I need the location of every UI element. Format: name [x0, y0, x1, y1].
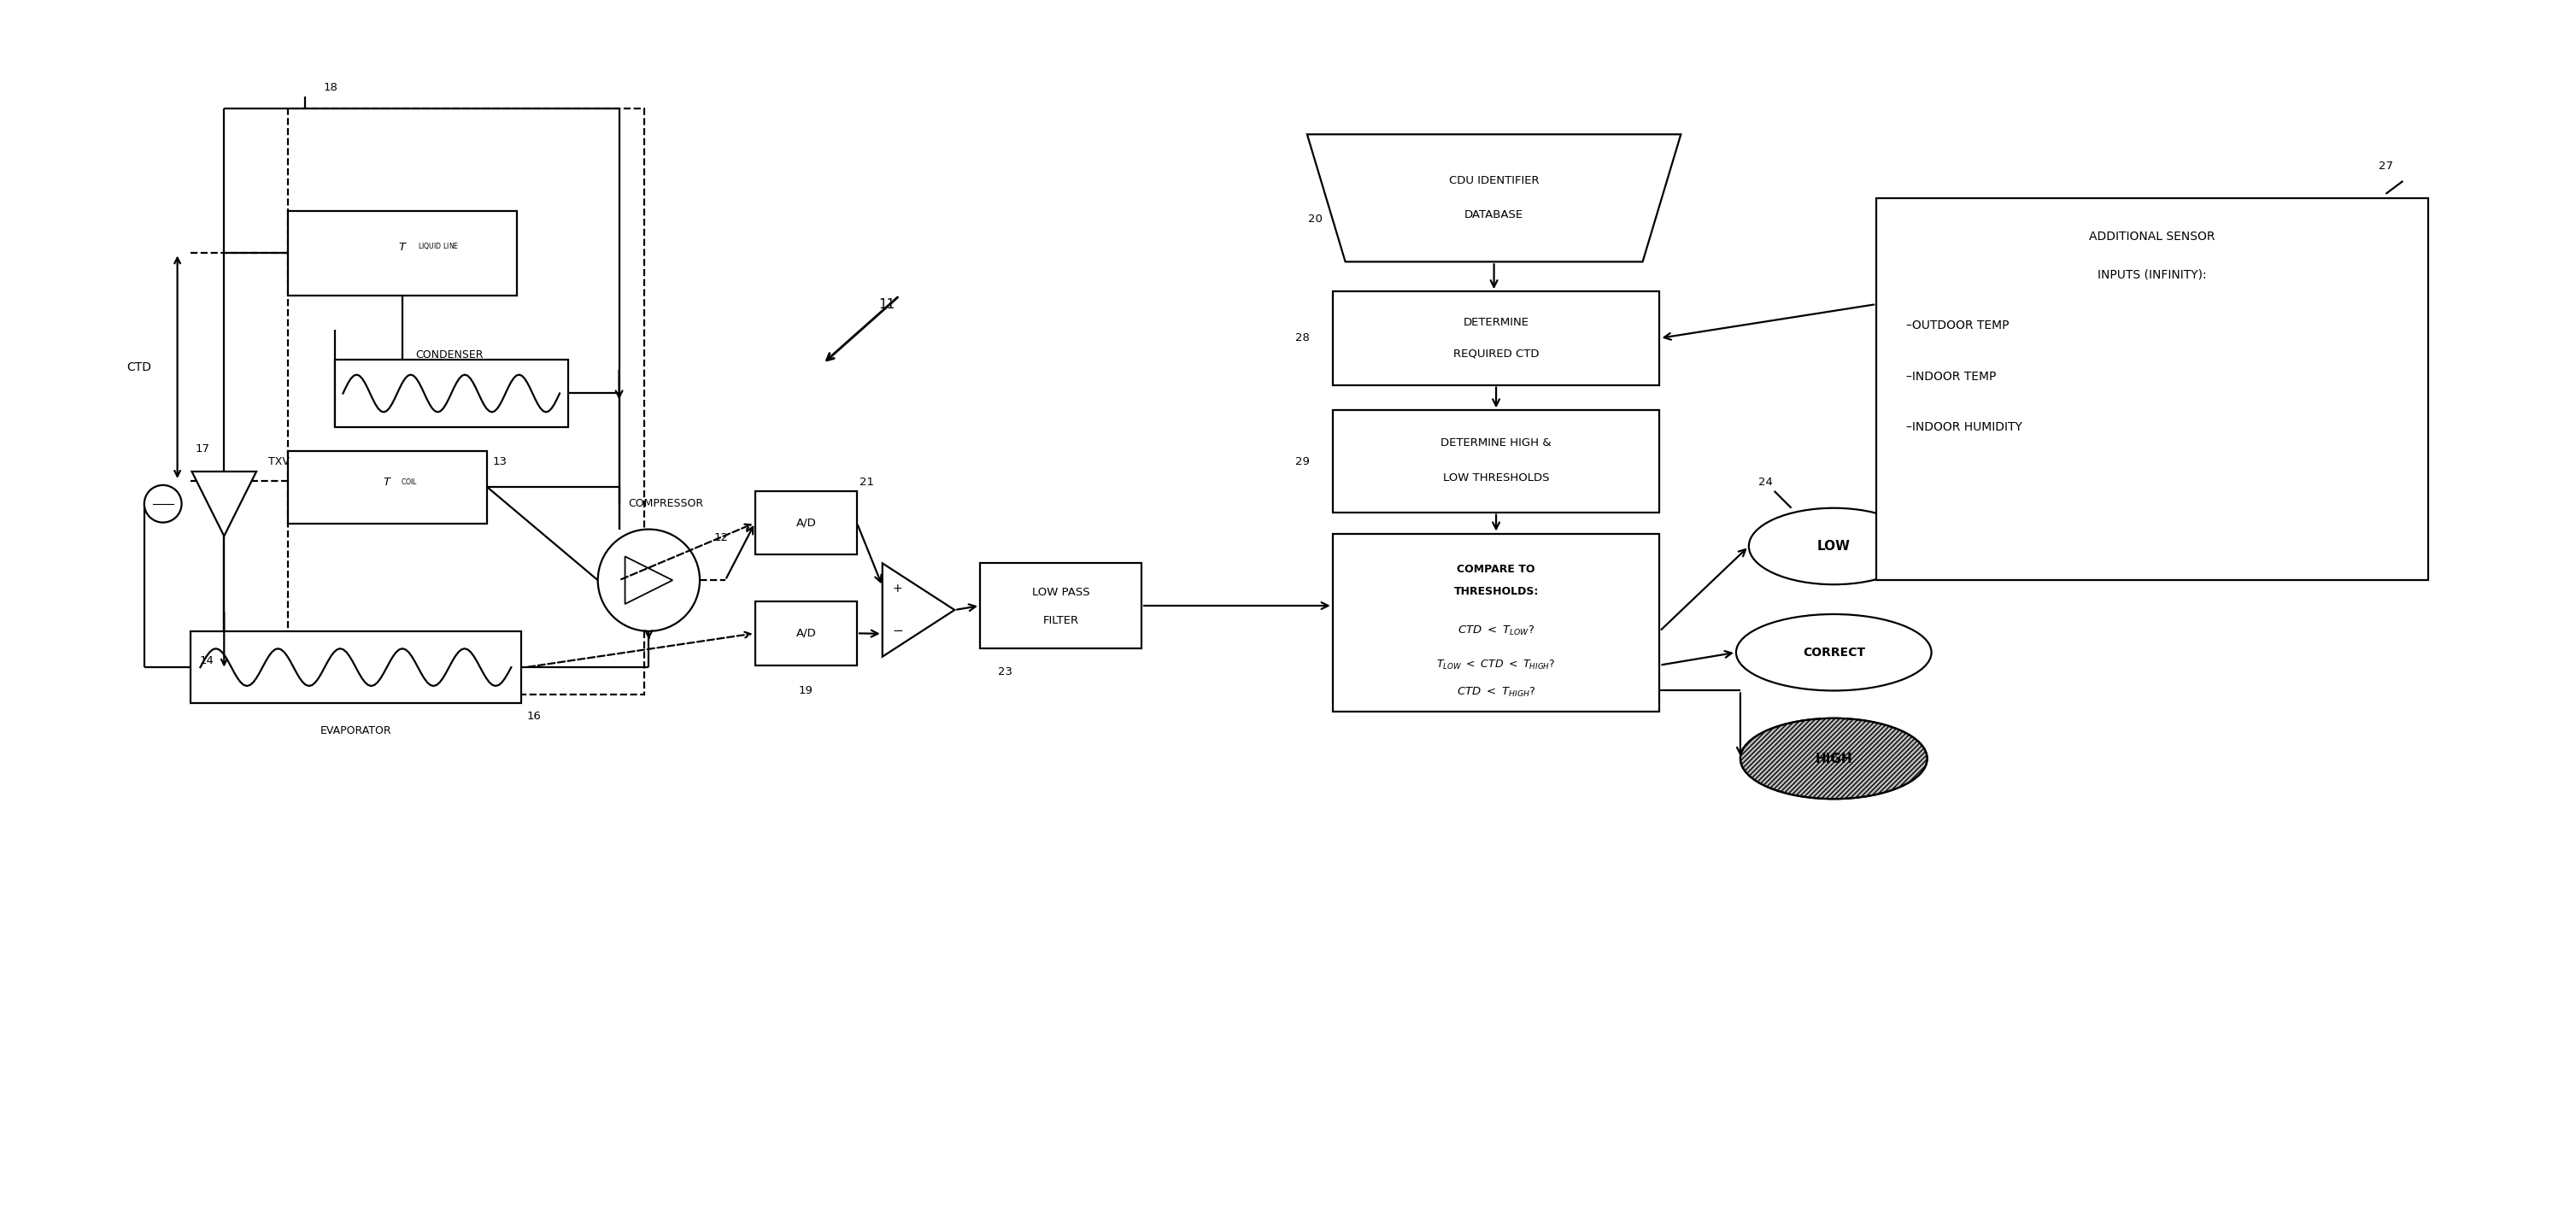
Text: 23: 23: [999, 666, 1012, 677]
FancyBboxPatch shape: [335, 359, 569, 428]
Text: 28: 28: [1296, 333, 1311, 344]
Text: DETERMINE HIGH &: DETERMINE HIGH &: [1440, 437, 1551, 448]
Text: 29: 29: [1296, 456, 1311, 467]
Text: CONDENSER: CONDENSER: [415, 349, 484, 360]
Circle shape: [144, 485, 183, 523]
Text: 18: 18: [322, 82, 337, 93]
Text: 12: 12: [714, 532, 729, 544]
FancyBboxPatch shape: [755, 491, 858, 555]
FancyBboxPatch shape: [289, 211, 518, 295]
FancyBboxPatch shape: [289, 451, 487, 523]
Text: A/D: A/D: [796, 517, 817, 528]
Text: INPUTS (INFINITY):: INPUTS (INFINITY):: [2097, 268, 2208, 281]
FancyBboxPatch shape: [979, 564, 1141, 648]
Text: 24: 24: [1759, 477, 1772, 488]
Text: EVAPORATOR: EVAPORATOR: [319, 725, 392, 736]
Text: TXV: TXV: [268, 456, 291, 467]
Text: LOW PASS: LOW PASS: [1033, 587, 1090, 598]
Text: +: +: [894, 583, 902, 594]
Text: 14: 14: [201, 655, 214, 666]
Text: 16: 16: [528, 710, 541, 722]
Text: 27: 27: [2378, 160, 2393, 172]
Text: CORRECT: CORRECT: [1803, 647, 1865, 658]
Text: 21: 21: [860, 477, 873, 488]
Text: 19: 19: [799, 685, 814, 696]
FancyBboxPatch shape: [755, 601, 858, 665]
Text: $_{\rm LIQUID\ LINE}$: $_{\rm LIQUID\ LINE}$: [417, 241, 459, 254]
Polygon shape: [1306, 135, 1682, 262]
Text: 17: 17: [196, 443, 211, 454]
FancyBboxPatch shape: [191, 631, 520, 703]
FancyBboxPatch shape: [1332, 410, 1659, 512]
Text: REQUIRED CTD: REQUIRED CTD: [1453, 348, 1538, 359]
Text: DATABASE: DATABASE: [1466, 209, 1522, 220]
Text: LOW THRESHOLDS: LOW THRESHOLDS: [1443, 473, 1548, 484]
Text: $_{\rm COIL}$: $_{\rm COIL}$: [399, 477, 417, 488]
Text: CTD: CTD: [126, 361, 152, 374]
Polygon shape: [626, 556, 672, 604]
Text: THRESHOLDS:: THRESHOLDS:: [1453, 586, 1538, 597]
Text: LOW: LOW: [1816, 540, 1850, 552]
Text: FILTER: FILTER: [1043, 615, 1079, 626]
Text: 20: 20: [1309, 213, 1324, 225]
Text: DETERMINE: DETERMINE: [1463, 317, 1530, 328]
Text: $T_{LOW}\ <\ CTD\ <\ T_{HIGH}$?: $T_{LOW}\ <\ CTD\ <\ T_{HIGH}$?: [1437, 659, 1556, 671]
Text: 11: 11: [878, 298, 894, 311]
Text: $CTD\ <\ T_{HIGH}$?: $CTD\ <\ T_{HIGH}$?: [1455, 686, 1535, 698]
Polygon shape: [191, 472, 258, 537]
Text: −: −: [891, 625, 904, 637]
Circle shape: [598, 529, 701, 631]
Text: HIGH: HIGH: [1816, 752, 1852, 764]
FancyBboxPatch shape: [1875, 198, 2429, 581]
Text: CDU IDENTIFIER: CDU IDENTIFIER: [1448, 175, 1538, 186]
FancyBboxPatch shape: [1332, 534, 1659, 712]
Ellipse shape: [1741, 718, 1927, 799]
Polygon shape: [884, 564, 956, 657]
Text: –INDOOR HUMIDITY: –INDOOR HUMIDITY: [1906, 421, 2022, 434]
Text: A/D: A/D: [796, 627, 817, 639]
Text: COMPARE TO: COMPARE TO: [1458, 564, 1535, 575]
Ellipse shape: [1749, 508, 1919, 584]
Text: $T$: $T$: [384, 477, 392, 488]
Text: –OUTDOOR TEMP: –OUTDOOR TEMP: [1906, 320, 2009, 332]
Text: $T$: $T$: [397, 241, 407, 252]
Text: $CTD\ <\ T_{LOW}$?: $CTD\ <\ T_{LOW}$?: [1458, 625, 1535, 638]
Text: COMPRESSOR: COMPRESSOR: [629, 499, 703, 510]
Text: ADDITIONAL SENSOR: ADDITIONAL SENSOR: [2089, 230, 2215, 243]
Text: –INDOOR TEMP: –INDOOR TEMP: [1906, 370, 1996, 382]
Ellipse shape: [1736, 614, 1932, 691]
FancyBboxPatch shape: [1332, 292, 1659, 385]
Text: 13: 13: [492, 456, 507, 467]
